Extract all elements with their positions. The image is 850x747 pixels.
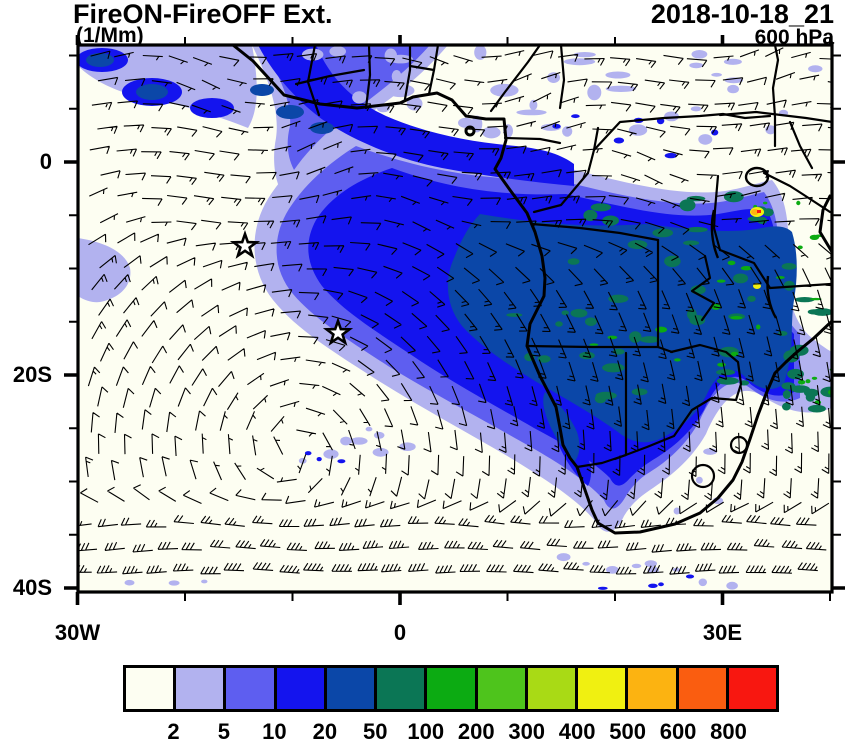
colorbar-cell: [276, 668, 327, 709]
plot-title: FireON-FireOFF Ext.: [73, 0, 333, 29]
colorbar-cell: [628, 668, 679, 709]
bioko-island: [464, 125, 476, 137]
colorbar-cell: [176, 668, 227, 709]
y-axis-tick-label: 0: [39, 149, 52, 174]
colorbar-cell: [226, 668, 277, 709]
colorbar-cell: [377, 668, 428, 709]
country-borders: [294, 46, 831, 489]
wind-barbs: [79, 47, 831, 575]
colorbar-tick-label: 800: [710, 719, 747, 744]
colorbar-tick-label: 5: [217, 719, 231, 744]
star-marker: [229, 230, 261, 259]
colorbar-cell: [527, 668, 579, 709]
colorbar-tick-label: 500: [609, 719, 646, 744]
x-axis-tick-label: 0: [393, 620, 407, 645]
lake-tanganyika: [710, 209, 720, 259]
axis-ticks: [64, 35, 845, 605]
colorbar-tick-label: 2: [167, 719, 180, 744]
colorbar-tick-label: 600: [659, 719, 697, 744]
star-marker: [322, 317, 354, 346]
colorbar-cell: [578, 668, 629, 709]
colorbar-cell: [126, 668, 177, 709]
colorbar-tick-label: 200: [457, 719, 495, 744]
x-axis-tick-label: 30E: [702, 620, 743, 645]
colorbar-tick-label: 100: [407, 719, 445, 744]
colorbar-tick-label: 20: [312, 719, 338, 744]
colorbar-cell: [427, 668, 478, 709]
colorbar-tick-label: 400: [558, 719, 596, 744]
colorbar-cell: [728, 668, 777, 709]
colorbar-cell: [326, 668, 378, 709]
pressure-level: 600 hPa: [754, 26, 834, 49]
x-axis-tick-label: 30W: [54, 620, 101, 645]
star-markers: [229, 230, 354, 346]
colorbar-tick-label: 10: [262, 719, 287, 744]
lesotho-border: [690, 463, 716, 489]
colorbar-tick-label: 50: [363, 719, 388, 744]
map-frame: [76, 43, 834, 594]
units-label: (1/Mm): [76, 24, 144, 47]
colorbar: [123, 665, 779, 712]
coastline: [232, 46, 831, 535]
colorbar-cell: [477, 668, 528, 709]
lake-malawi: [766, 275, 778, 319]
y-axis-tick-label: 20S: [12, 362, 52, 387]
colorbar-cell: [678, 668, 729, 709]
y-axis-tick-label: 40S: [12, 575, 52, 600]
valid-time: 2018-10-18_21: [650, 0, 834, 29]
lake-victoria: [744, 166, 770, 188]
lakes: [710, 166, 778, 319]
extinction-contour-fills: [79, 46, 831, 591]
colorbar-tick-label: 300: [508, 719, 546, 744]
